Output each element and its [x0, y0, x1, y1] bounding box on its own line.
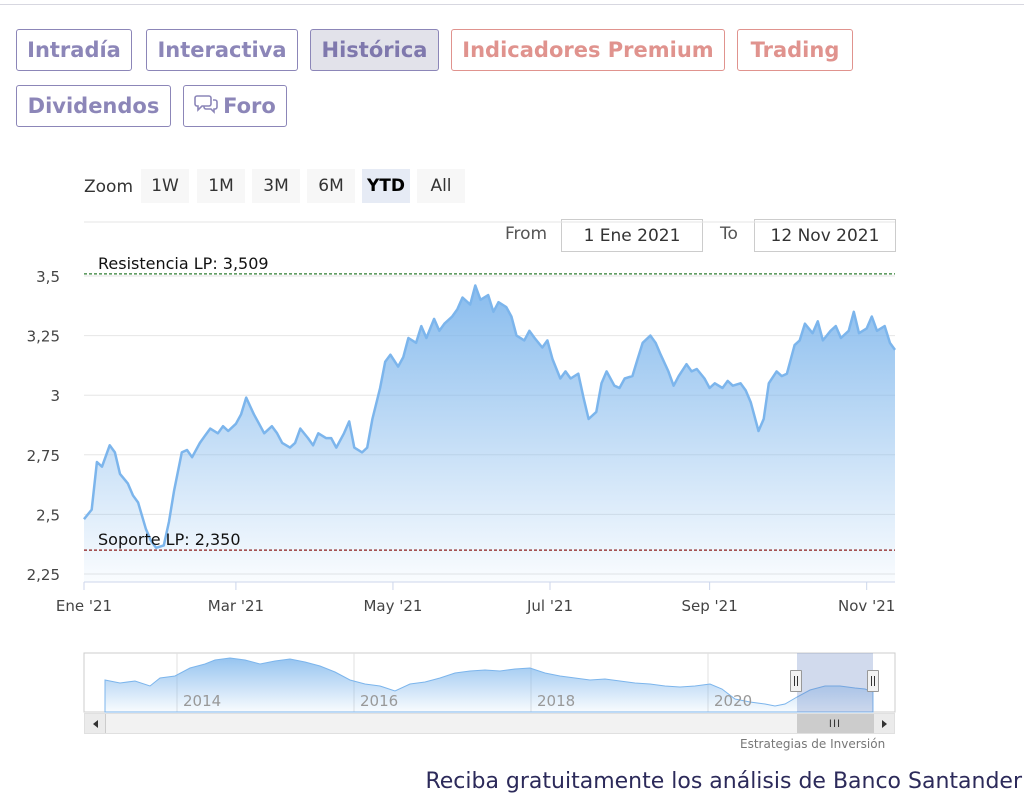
tab-label: Foro [223, 94, 276, 118]
grip-icon: III [828, 717, 842, 730]
chat-bubbles-icon [194, 93, 218, 120]
resistance-label: Resistencia LP: 3,509 [98, 254, 269, 273]
zoom-button-1m[interactable]: 1M [197, 169, 245, 203]
scrollbar[interactable]: III [84, 713, 895, 734]
chart-credit[interactable]: Estrategias de Inversión [740, 737, 886, 751]
navigator-year-label: 2014 [183, 692, 221, 710]
arrow-right-icon [881, 719, 887, 728]
y-tick-label: 3,25 [27, 328, 60, 346]
tab-label: Interactiva [157, 38, 287, 62]
arrow-left-icon [92, 719, 98, 728]
x-tick-label: Mar '21 [208, 597, 264, 615]
y-tick-label: 2,25 [27, 566, 60, 584]
x-tick-label: May '21 [363, 597, 422, 615]
scrollbar-thumb[interactable]: III [797, 714, 873, 733]
tab-label: Trading [750, 38, 840, 62]
tab-dividendos[interactable]: Dividendos [16, 85, 171, 127]
tab-interactiva[interactable]: Interactiva [146, 29, 298, 71]
zoom-button-6m[interactable]: 6M [307, 169, 355, 203]
y-tick-label: 2,75 [27, 447, 60, 465]
price-area [84, 285, 895, 582]
navigator-area [104, 657, 874, 713]
tab-indicadores-premium[interactable]: Indicadores Premium [451, 29, 725, 71]
navigator-grid [176, 653, 709, 712]
zoom-button-all[interactable]: All [417, 169, 465, 203]
zoom-button-ytd[interactable]: YTD [362, 169, 410, 203]
navigator-year-label: 2016 [360, 692, 398, 710]
top-divider [0, 4, 1024, 5]
x-tick-label: Ene '21 [56, 597, 112, 615]
zoom-label: Zoom [84, 177, 134, 197]
x-tick-label: Jul '21 [526, 597, 573, 615]
tab-label: Indicadores Premium [462, 38, 714, 62]
zoom-button-1w[interactable]: 1W [141, 169, 189, 203]
navigator-year-label: 2020 [714, 692, 752, 710]
from-date-input[interactable]: 1 Ene 2021 [561, 219, 703, 252]
zoom-button-3m[interactable]: 3M [252, 169, 300, 203]
x-tick-label: Sep '21 [682, 597, 738, 615]
scroll-right-button[interactable] [873, 714, 894, 733]
y-tick-label: 3,5 [36, 268, 60, 286]
x-axis-labels: Ene '21 Mar '21 May '21 Jul '21 Sep '21 Nov '… [56, 582, 895, 615]
navigator-handle-right[interactable] [867, 670, 879, 692]
to-label: To [720, 224, 738, 244]
y-tick-label: 3 [50, 387, 60, 405]
support-label: Soporte LP: 2,350 [98, 530, 241, 549]
navigator-year-label: 2018 [537, 692, 575, 710]
grid-lines [84, 275, 895, 575]
navigator-frame [83, 652, 896, 713]
navigator-handle-left[interactable] [790, 670, 802, 692]
to-date-input[interactable]: 12 Nov 2021 [754, 219, 896, 252]
price-line [83, 284, 897, 550]
tab-label: Dividendos [27, 94, 160, 118]
tab-label: Intradía [27, 38, 121, 62]
scroll-left-button[interactable] [85, 714, 106, 733]
x-tick-label: Nov '21 [838, 597, 895, 615]
navigator-year-labels: 2014 2016 2018 2020 [183, 692, 752, 710]
y-axis-labels: 2,25 2,5 2,75 3 3,25 3,5 [27, 268, 60, 584]
navigator: 2014 2016 2018 2020 [83, 652, 896, 713]
tab-intradia[interactable]: Intradía [16, 29, 132, 71]
tab-label: Histórica [321, 38, 428, 62]
tab-trading[interactable]: Trading [737, 29, 853, 71]
tab-historica[interactable]: Histórica [310, 29, 439, 71]
footer-cta[interactable]: Reciba gratuitamente los análisis de Ban… [425, 769, 1022, 794]
y-tick-label: 2,5 [36, 506, 60, 524]
plot-lines: Resistencia LP: 3,509 Soporte LP: 2,350 [84, 254, 895, 551]
navigator-mask [797, 653, 873, 712]
from-label: From [505, 224, 548, 244]
tab-foro[interactable]: Foro [183, 85, 287, 127]
